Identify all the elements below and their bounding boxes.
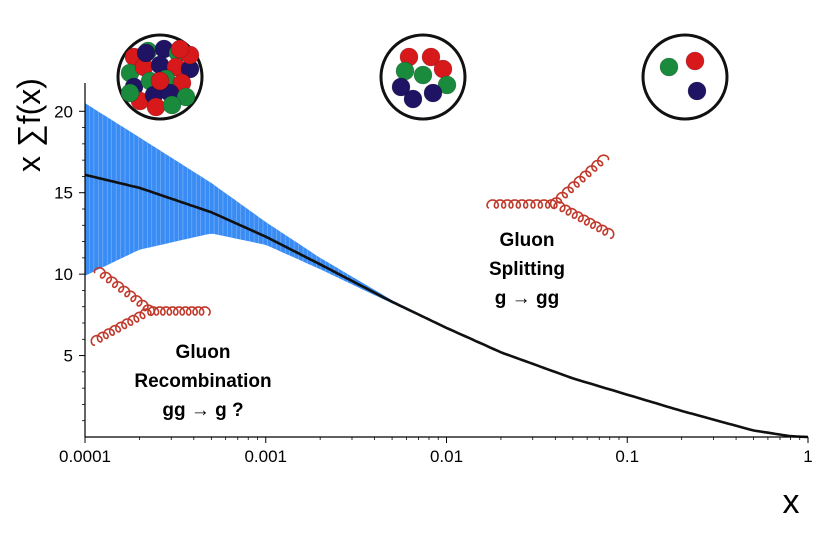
y-tick-label: 20 bbox=[54, 102, 73, 121]
quark-ball bbox=[685, 51, 705, 71]
quark-ball bbox=[433, 59, 453, 79]
x-tick-label: 0.01 bbox=[430, 447, 463, 466]
medium-proton-icon bbox=[379, 33, 467, 121]
quark-ball bbox=[403, 89, 423, 109]
uncertainty-band bbox=[85, 103, 682, 412]
quark-ball bbox=[170, 39, 190, 59]
y-axis-title: x ∑f(x) bbox=[11, 78, 47, 172]
quark-ball bbox=[687, 81, 707, 101]
proton-icons bbox=[116, 33, 729, 121]
x-tick-label: 1 bbox=[803, 447, 812, 466]
recombination-label-line2: Recombination bbox=[134, 371, 271, 392]
central-line bbox=[84, 173, 809, 439]
splitting-label-line2: Splitting bbox=[489, 259, 565, 280]
proton-outline bbox=[641, 33, 729, 121]
quark-ball bbox=[162, 95, 182, 115]
dense-proton-icon bbox=[116, 33, 204, 121]
quark-ball bbox=[413, 65, 433, 85]
uncertainty-band-layer bbox=[84, 103, 682, 412]
quark-ball bbox=[395, 61, 415, 81]
x-tick-label: 0.1 bbox=[615, 447, 639, 466]
band-texture bbox=[84, 103, 353, 285]
gluon-diagrams bbox=[90, 154, 615, 347]
gluon-splitting-incoming bbox=[486, 199, 558, 209]
gluon-recomb-in-upper bbox=[93, 266, 155, 317]
quark-ball bbox=[423, 83, 443, 103]
recombination-label-line3: gg → g ? bbox=[162, 400, 243, 421]
y-tick-label: 15 bbox=[54, 184, 73, 203]
quark-ball bbox=[421, 47, 441, 67]
gluon-splitting-out-lower bbox=[553, 201, 615, 240]
quark-ball bbox=[120, 83, 140, 103]
recombination-label-line1: Gluon bbox=[176, 342, 231, 363]
x-tick-label: 0.0001 bbox=[59, 447, 111, 466]
splitting-label-line3: g → gg bbox=[495, 288, 559, 309]
splitting-label-line1: Gluon bbox=[500, 230, 555, 251]
gluon-recomb-in-lower bbox=[90, 308, 152, 347]
y-tick-label: 10 bbox=[54, 265, 73, 284]
gluon-splitting-out-upper bbox=[549, 154, 610, 210]
quark-ball bbox=[659, 57, 679, 77]
quark-ball bbox=[146, 97, 166, 117]
x-axis-title: x bbox=[783, 483, 800, 521]
quark-ball bbox=[437, 75, 457, 95]
quark-ball bbox=[391, 77, 411, 97]
sparse-proton-icon bbox=[641, 33, 729, 121]
x-tick-label: 0.001 bbox=[244, 447, 287, 466]
y-tick-label: 5 bbox=[64, 347, 73, 366]
gluon-recomb-outgoing bbox=[147, 306, 211, 316]
quark-ball bbox=[136, 43, 156, 63]
quark-ball bbox=[176, 87, 196, 107]
quark-ball bbox=[150, 71, 170, 91]
central-line-layer bbox=[84, 173, 809, 439]
